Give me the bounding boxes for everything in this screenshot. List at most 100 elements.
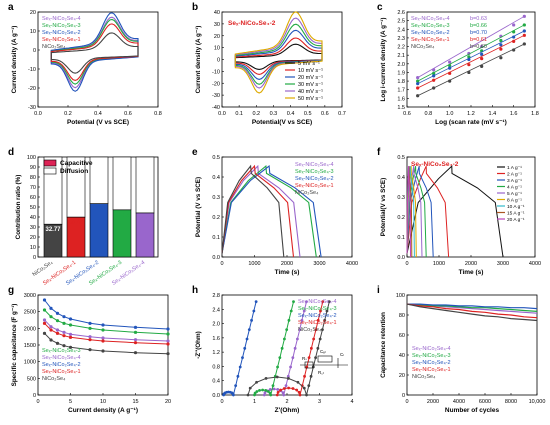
data-point [62, 330, 66, 334]
data-point [166, 332, 170, 336]
data-point [68, 335, 73, 339]
legend-entry: Seₓ-NiCo₂Se₄-4 [298, 299, 337, 305]
data-point [289, 309, 293, 313]
x-tick-label: 2000 [465, 261, 477, 267]
legend-entry: NiCo₂Se₄ [411, 44, 435, 50]
y-tick-label: 30 [30, 225, 36, 231]
y-tick-label: 20 [399, 373, 405, 379]
fit-line-4 [417, 43, 525, 97]
y-tick-label: 2.4 [212, 307, 220, 313]
y-tick-label: 3000 [24, 293, 36, 299]
data-point [248, 386, 252, 390]
legend-entry: 10 A g⁻¹ [507, 204, 525, 210]
data-point [287, 386, 291, 390]
data-point [303, 374, 306, 378]
x-tick-label: 3000 [497, 261, 509, 267]
data-point [278, 356, 282, 360]
y-tick-label: 20 [30, 10, 36, 16]
data-point [416, 94, 420, 98]
x-axis-label: Current density (A g⁻¹) [68, 407, 138, 414]
data-point [264, 376, 268, 380]
data-point [101, 336, 105, 340]
legend-entry: 20 mV s⁻¹ [298, 75, 323, 81]
data-point [282, 387, 286, 390]
legend-entry: 30 mV s⁻¹ [298, 82, 323, 88]
capacitance-line-3 [44, 322, 169, 345]
equivalent-circuit: Rₛ Cₑₗ R꜀ₜ Cₗ [300, 349, 348, 375]
data-point [262, 393, 266, 397]
legend-entry: Seₓ-NiCo₂Se₄-4 [411, 16, 450, 22]
data-point [68, 345, 73, 349]
data-point [269, 393, 273, 397]
bar-value-label: 39.84 [68, 220, 84, 226]
x-tick-label: 5 [69, 399, 72, 405]
panel-f: f 0 1000 2000 3000 4000 0.0 0.1 0.2 0.3 0.4 0.5 Time… [377, 147, 541, 276]
x-tick-label: 0.4 [94, 111, 102, 117]
data-point [305, 300, 308, 304]
x-tick-label: 10,000 [529, 399, 546, 405]
x-tick-label: 15 [132, 399, 138, 405]
x-tick-label: 0.0 [218, 111, 226, 117]
gcd-rate-curve-0 [406, 164, 504, 258]
legend-entry: Seₓ-NiCo₂Se₄-4 [42, 16, 81, 22]
legend-entry: 5 mV s⁻¹ [298, 61, 320, 67]
retention-line-2 [407, 303, 538, 310]
cv-curve-rate-5 [234, 11, 323, 94]
panel-e: e 0 1000 2000 3000 4000 0.0 0.1 0.2 0.3 0.4 0.5 Time… [192, 147, 358, 276]
data-point [512, 39, 516, 43]
legend-entry: Seₓ-NiCo₂Se₄-4 [412, 346, 451, 352]
x-tick-label: 0.2 [252, 111, 260, 117]
bar-capacitive [43, 223, 63, 258]
x-tick-label: 1000 [248, 261, 260, 267]
data-point [133, 341, 138, 345]
retention-line-1 [406, 303, 538, 312]
data-point [432, 68, 436, 72]
data-point [255, 390, 259, 393]
bar-capacitive [66, 216, 86, 258]
x-tick-label: 1.8 [531, 111, 539, 117]
data-point [522, 42, 526, 46]
y-axis-label: Specific capacitance (F g⁻¹) [11, 304, 18, 387]
data-point [327, 300, 331, 304]
circuit-label: Cₑₗ [320, 349, 326, 354]
x-tick-label: 0.6 [124, 111, 132, 117]
data-point [480, 57, 484, 61]
data-point [512, 48, 516, 52]
fit-line-1 [417, 24, 525, 82]
y-tick-label: 80 [399, 313, 405, 319]
x-tick-label: 0.0 [34, 111, 42, 117]
gcd-rate-curve-4 [406, 166, 423, 258]
y-tick-label: 2000 [24, 326, 36, 332]
y-tick-label: 30 [214, 22, 220, 28]
legend-entry: Seₓ-NiCo₂Se₄-3 [42, 23, 81, 29]
y-tick-label: 1.6 [212, 336, 220, 342]
data-point [62, 344, 66, 348]
legend-entry: 50 mV s⁻¹ [298, 96, 323, 102]
data-point [512, 23, 516, 27]
data-point [166, 342, 170, 346]
data-point [300, 318, 304, 322]
x-axis-label: Number of cycles [445, 407, 500, 414]
legend-entry: Seₓ-NiCo₂Se₄-1 [42, 369, 81, 375]
data-point [276, 390, 280, 394]
data-point [253, 391, 257, 395]
bar-diffusion [135, 156, 155, 214]
data-point [318, 337, 322, 341]
x-tick-label: 4000 [529, 261, 541, 267]
x-tick-label: 4 [350, 399, 353, 405]
panel-letter: c [377, 2, 383, 13]
legend-entry: NiCo₂Se₄ [42, 376, 66, 382]
x-tick-label: 0.6 [321, 111, 329, 117]
legend-entry: 1 A g⁻¹ [507, 165, 522, 171]
legend-entry: Capacitive [60, 160, 93, 167]
x-tick-label: 0.3 [270, 111, 278, 117]
y-tick-label: 40 [399, 353, 405, 359]
data-point [296, 380, 300, 384]
data-point [298, 328, 302, 332]
legend-entry: Seₓ-NiCo₂Se₄-3 [298, 306, 337, 312]
data-point [522, 23, 526, 27]
y-axis-label: Current density (A g⁻¹) [11, 26, 18, 94]
retention-line-4 [406, 303, 538, 322]
legend-entry: NiCo₂Se₄ [42, 44, 66, 50]
data-point [133, 338, 138, 342]
